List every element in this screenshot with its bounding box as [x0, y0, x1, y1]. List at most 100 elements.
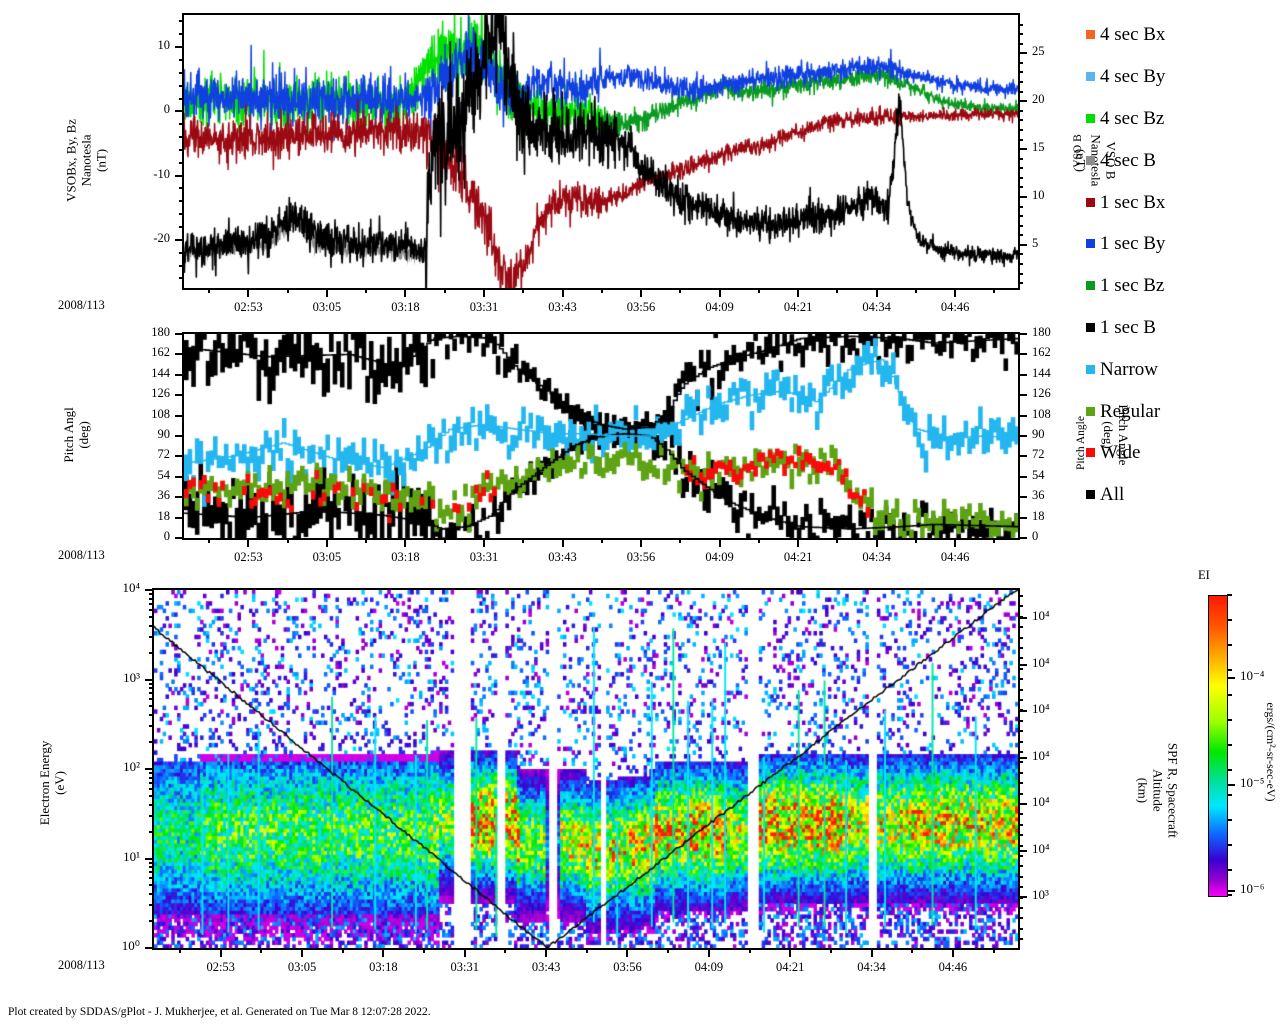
- legend-item[interactable]: Wide: [1086, 432, 1276, 474]
- axis-tick: [797, 538, 800, 547]
- axis-tick: [1018, 688, 1023, 691]
- axis-tick: [585, 948, 588, 953]
- colorbar-title: EI: [1198, 568, 1210, 582]
- axis-tick: [1018, 272, 1023, 275]
- axis-tick: [504, 948, 507, 953]
- axis-tick: [1018, 475, 1027, 478]
- axis-tick-label: 03:56: [613, 960, 642, 974]
- axis-tick-label: 02:53: [234, 550, 263, 564]
- axis-tick: [149, 615, 154, 618]
- axis-tick-label: 0: [1032, 529, 1039, 543]
- panel1-left-axis-title: VSOBx, By, Bz Nanotesla (nT): [64, 65, 110, 255]
- axis-tick: [175, 373, 184, 376]
- legend-group1-title: VSO B: [1072, 134, 1084, 168]
- axis-tick: [1018, 626, 1023, 629]
- axis-tick: [175, 475, 184, 478]
- axis-tick: [208, 288, 211, 293]
- footer-credit: Plot created by SDDAS/gPlot - J. Mukherj…: [8, 1006, 431, 1018]
- axis-tick: [1018, 414, 1027, 417]
- legend-item[interactable]: 4 sec B: [1086, 139, 1276, 181]
- panel2-left-axis-line1: Pitch Angl: [61, 407, 77, 463]
- axis-tick: [149, 866, 154, 869]
- axis-tick-label: 10: [1032, 188, 1045, 202]
- axis-tick: [718, 288, 721, 297]
- axis-tick-label: 04:46: [938, 960, 968, 974]
- legend-item[interactable]: 1 sec Bz: [1086, 265, 1276, 307]
- axis-tick: [1018, 761, 1023, 764]
- axis-tick-label: 10⁻⁵: [1240, 775, 1265, 790]
- axis-tick: [149, 794, 154, 797]
- axis-tick-label: 162: [1032, 345, 1051, 360]
- axis-tick: [718, 538, 721, 547]
- axis-tick: [1018, 353, 1027, 356]
- axis-tick-label: 25: [1032, 44, 1045, 59]
- axis-tick-label: 15: [1032, 140, 1045, 155]
- axis-tick: [179, 264, 184, 267]
- axis-tick: [1018, 886, 1023, 889]
- axis-tick: [679, 288, 682, 293]
- spectrogram-canvas: [154, 590, 1018, 948]
- axis-tick: [1018, 128, 1023, 131]
- axis-tick: [875, 538, 878, 547]
- axis-tick: [179, 136, 184, 139]
- axis-tick: [1018, 496, 1027, 499]
- axis-tick: [1018, 849, 1027, 852]
- axis-tick-label: -20: [153, 230, 170, 245]
- axis-tick-label: 10⁴: [1032, 701, 1050, 716]
- axis-tick: [149, 741, 154, 744]
- axis-tick: [149, 861, 154, 864]
- axis-tick-label: 54: [1032, 467, 1045, 482]
- legend-item-label: All: [1100, 484, 1125, 506]
- axis-tick: [175, 353, 184, 356]
- legend-group2-title: Pitch Angle: [1075, 416, 1087, 470]
- axis-tick: [149, 776, 154, 779]
- axis-tick: [1227, 719, 1232, 721]
- axis-tick: [149, 608, 154, 611]
- axis-tick-label: 10¹: [123, 848, 140, 864]
- axis-tick: [179, 251, 184, 254]
- legend-item[interactable]: 4 sec By: [1086, 56, 1276, 98]
- axis-tick: [1018, 605, 1023, 608]
- axis-tick-label: 03:43: [548, 300, 577, 314]
- axis-tick: [992, 948, 995, 953]
- legend-item-label: 4 sec Bz: [1100, 107, 1165, 129]
- legend-item[interactable]: Regular: [1086, 390, 1276, 432]
- axis-tick: [1227, 794, 1232, 796]
- axis-tick: [600, 538, 603, 543]
- axis-tick-label: 162: [151, 345, 170, 360]
- legend-swatch-icon: [1086, 364, 1095, 374]
- axis-tick: [149, 705, 154, 708]
- legend-swatch-icon: [1086, 30, 1095, 40]
- axis-tick: [219, 948, 222, 957]
- axis-tick-label: 10⁰: [121, 938, 140, 953]
- axis-tick: [914, 538, 917, 543]
- axis-tick-label: 36: [1032, 488, 1045, 503]
- legend-item-label: 1 sec Bz: [1100, 275, 1165, 297]
- axis-tick-label: 04:21: [775, 960, 805, 974]
- axis-tick-label: 03:18: [391, 300, 420, 314]
- axis-tick: [179, 110, 184, 113]
- legend-item[interactable]: All: [1086, 474, 1276, 516]
- axis-tick: [179, 123, 184, 126]
- axis-tick-label: 72: [1032, 447, 1045, 462]
- axis-tick: [1018, 844, 1023, 847]
- axis-tick: [1018, 667, 1023, 670]
- legend-item[interactable]: 1 sec B: [1086, 307, 1276, 349]
- axis-tick: [1018, 243, 1023, 246]
- legend-item[interactable]: Narrow: [1086, 348, 1276, 390]
- axis-tick: [1227, 594, 1232, 596]
- axis-tick-label: 03:31: [450, 960, 479, 974]
- axis-tick: [1018, 157, 1023, 160]
- legend-item[interactable]: 1 sec By: [1086, 223, 1276, 265]
- axis-tick-label: 10⁻⁶: [1240, 881, 1265, 896]
- axis-tick: [179, 200, 184, 203]
- legend-item[interactable]: 4 sec Bz: [1086, 98, 1276, 140]
- legend-item[interactable]: 1 sec Bx: [1086, 181, 1276, 223]
- legend-item[interactable]: 4 sec Bx: [1086, 14, 1276, 56]
- axis-tick: [829, 948, 832, 953]
- axis-tick: [179, 58, 184, 61]
- axis-tick: [561, 538, 564, 547]
- axis-tick: [911, 948, 914, 953]
- legend-swatch-icon: [1086, 239, 1095, 249]
- axis-tick: [1018, 657, 1023, 660]
